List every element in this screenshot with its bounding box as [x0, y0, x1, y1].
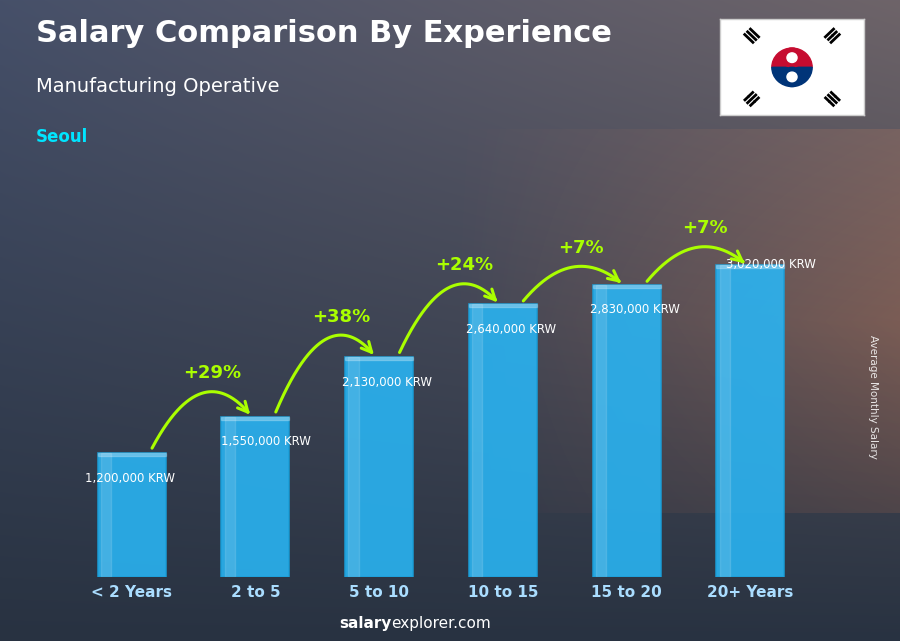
Text: Manufacturing Operative: Manufacturing Operative: [36, 77, 280, 96]
Text: 2,830,000 KRW: 2,830,000 KRW: [590, 303, 680, 316]
Text: 3,020,000 KRW: 3,020,000 KRW: [725, 258, 815, 271]
Text: +24%: +24%: [436, 256, 493, 274]
Circle shape: [782, 67, 802, 87]
Text: 2,640,000 KRW: 2,640,000 KRW: [466, 323, 556, 336]
Bar: [592, 285, 661, 577]
Wedge shape: [772, 48, 812, 67]
Bar: [469, 304, 537, 307]
Text: 1,550,000 KRW: 1,550,000 KRW: [220, 435, 310, 449]
Bar: [97, 453, 166, 456]
Bar: [101, 453, 112, 577]
Text: 1,200,000 KRW: 1,200,000 KRW: [85, 472, 175, 485]
Text: +7%: +7%: [558, 239, 604, 257]
Text: +38%: +38%: [312, 308, 370, 326]
Bar: [221, 417, 290, 420]
Circle shape: [782, 48, 802, 67]
Text: 2,130,000 KRW: 2,130,000 KRW: [342, 376, 432, 388]
Wedge shape: [772, 67, 812, 87]
Bar: [345, 357, 413, 577]
Bar: [716, 265, 785, 268]
Bar: [348, 357, 359, 577]
Circle shape: [787, 53, 797, 63]
Bar: [472, 304, 482, 577]
Bar: [345, 357, 413, 360]
Text: explorer.com: explorer.com: [392, 617, 491, 631]
Text: +7%: +7%: [682, 219, 727, 237]
Bar: [221, 417, 290, 577]
Text: Average Monthly Salary: Average Monthly Salary: [868, 335, 878, 460]
Bar: [720, 265, 730, 577]
Bar: [716, 265, 785, 577]
Bar: [225, 417, 235, 577]
Circle shape: [787, 72, 797, 81]
Text: +29%: +29%: [183, 364, 241, 383]
Text: Seoul: Seoul: [36, 128, 88, 146]
Text: salary: salary: [339, 617, 392, 631]
Bar: [97, 453, 166, 577]
Text: Salary Comparison By Experience: Salary Comparison By Experience: [36, 19, 612, 48]
Bar: [596, 285, 607, 577]
Bar: [592, 285, 661, 288]
Bar: [469, 304, 537, 577]
